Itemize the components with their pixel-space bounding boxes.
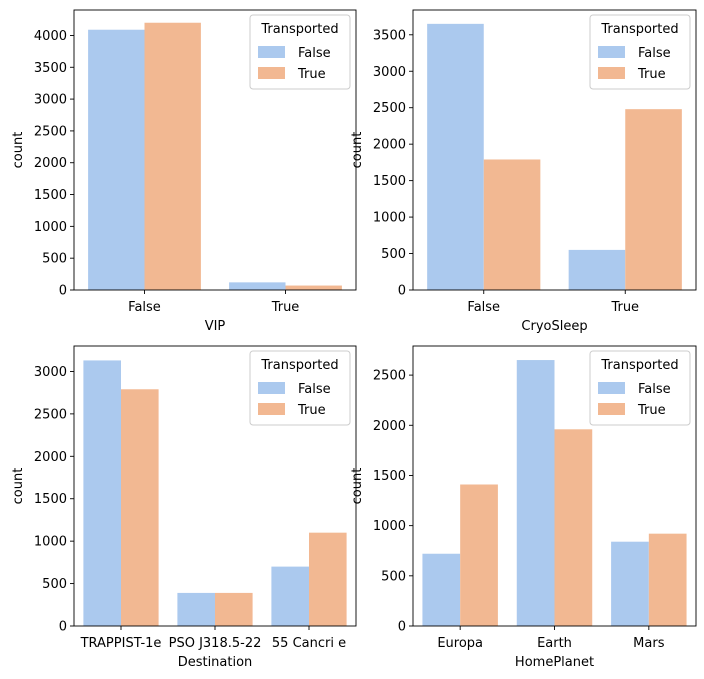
legend-title: Transported (260, 358, 338, 373)
y-tick-label: 1000 (34, 535, 67, 550)
y-tick-label: 500 (381, 247, 406, 262)
y-axis-label: count (350, 468, 365, 505)
x-axis-label: HomePlanet (515, 655, 594, 670)
legend: Transported False True (589, 350, 691, 426)
y-tick-label: 1500 (373, 469, 406, 484)
legend-label-true: True (297, 403, 326, 418)
bar-false-2 (568, 249, 626, 290)
legend: Transported False True (589, 14, 691, 90)
y-tick-label: 2000 (34, 450, 67, 465)
legend-swatch-true (258, 403, 285, 415)
y-tick-label: 1000 (34, 220, 67, 235)
bar-true-1 (460, 484, 498, 626)
legend-label-true: True (637, 403, 666, 418)
bar-false-2 (516, 360, 555, 626)
y-tick-label: 500 (42, 577, 67, 592)
y-tick-label: 1000 (373, 211, 406, 226)
bar-true-1 (483, 159, 541, 290)
bar-true-2 (285, 285, 342, 290)
x-tick-label: True (271, 300, 300, 315)
y-tick-label: 0 (59, 284, 67, 299)
x-tick-label: False (128, 300, 161, 315)
y-axis-label: count (11, 132, 26, 169)
legend-label-true: True (297, 67, 326, 82)
legend-label-true: True (637, 67, 666, 82)
bar-true-3 (648, 533, 687, 626)
bar-false-2 (177, 592, 215, 626)
y-tick-label: 0 (398, 284, 406, 299)
x-tick-label: Earth (537, 636, 572, 651)
legend-label-false: False (298, 46, 331, 61)
bar-true-2 (215, 592, 253, 626)
bar-false-1 (422, 553, 461, 626)
legend: Transported False True (249, 350, 351, 426)
legend-swatch-false (598, 382, 625, 394)
legend-swatch-true (598, 67, 625, 79)
legend-label-false: False (298, 382, 331, 397)
y-tick-label: 3000 (34, 365, 67, 380)
y-tick-label: 2500 (373, 101, 406, 116)
y-tick-label: 2000 (373, 138, 406, 153)
chart-panel-4: 0 500 1000 1500 2000 2500 Europa Earth Mars HomeP… (350, 345, 697, 670)
legend-swatch-true (598, 403, 625, 415)
y-tick-label: 2500 (34, 124, 67, 139)
legend-label-false: False (638, 46, 671, 61)
legend-title: Transported (260, 22, 338, 37)
y-tick-label: 1000 (373, 519, 406, 534)
x-tick-label: False (467, 300, 500, 315)
y-tick-label: 1500 (373, 174, 406, 189)
x-tick-label: Mars (633, 636, 665, 651)
y-axis-label: count (350, 132, 365, 169)
y-tick-label: 4000 (34, 29, 67, 44)
chart-panel-1: 0 500 1000 1500 2000 2500 3000 3500 4000 False Tru… (11, 9, 357, 334)
y-tick-label: 0 (398, 620, 406, 635)
x-tick-label: TRAPPIST-1e (80, 636, 162, 651)
legend: Transported False True (249, 14, 351, 90)
y-tick-label: 500 (42, 252, 67, 267)
x-tick-label: 55 Cancri e (272, 636, 346, 651)
bar-true-3 (309, 532, 347, 626)
y-tick-label: 2000 (373, 419, 406, 434)
bar-true-2 (625, 109, 682, 290)
bar-true-1 (144, 22, 201, 290)
x-axis-label: VIP (205, 319, 226, 334)
x-tick-label: True (610, 300, 639, 315)
y-tick-label: 3000 (373, 65, 406, 80)
y-tick-label: 0 (59, 620, 67, 635)
legend-swatch-false (598, 46, 625, 58)
y-tick-label: 1500 (34, 188, 67, 203)
chart-panel-3: 0 500 1000 1500 2000 2500 3000 TRAPPIST-1e PSO J… (11, 345, 357, 670)
bar-false-3 (271, 566, 309, 626)
legend-swatch-false (258, 46, 285, 58)
legend-label-false: False (638, 382, 671, 397)
bar-true-2 (554, 429, 593, 626)
y-tick-label: 2500 (34, 407, 67, 422)
bar-false-1 (83, 360, 121, 626)
bar-false-2 (229, 282, 286, 290)
legend-title: Transported (600, 22, 678, 37)
bar-false-1 (427, 23, 484, 290)
axes-frame (412, 9, 697, 291)
bar-false-3 (611, 541, 649, 626)
x-tick-label: Europa (437, 636, 483, 651)
y-tick-label: 3500 (373, 28, 406, 43)
x-tick-label: PSO J318.5-22 (169, 636, 262, 651)
y-axis-label: count (11, 468, 26, 505)
bar-false-1 (88, 29, 145, 290)
x-axis-label: Destination (178, 655, 253, 670)
y-tick-label: 2000 (34, 156, 67, 171)
y-tick-label: 500 (381, 569, 406, 584)
legend-swatch-false (258, 382, 285, 394)
chart-panel-2: 0 500 1000 1500 2000 2500 3000 3500 False True Cry… (350, 9, 697, 334)
y-tick-label: 3000 (34, 93, 67, 108)
y-tick-label: 2500 (373, 369, 406, 384)
y-tick-label: 3500 (34, 61, 67, 76)
legend-title: Transported (600, 358, 678, 373)
x-axis-label: CryoSleep (521, 319, 587, 334)
axes-frame (73, 9, 357, 291)
y-tick-label: 1500 (34, 492, 67, 507)
legend-swatch-true (258, 67, 285, 79)
bar-true-1 (121, 389, 159, 626)
